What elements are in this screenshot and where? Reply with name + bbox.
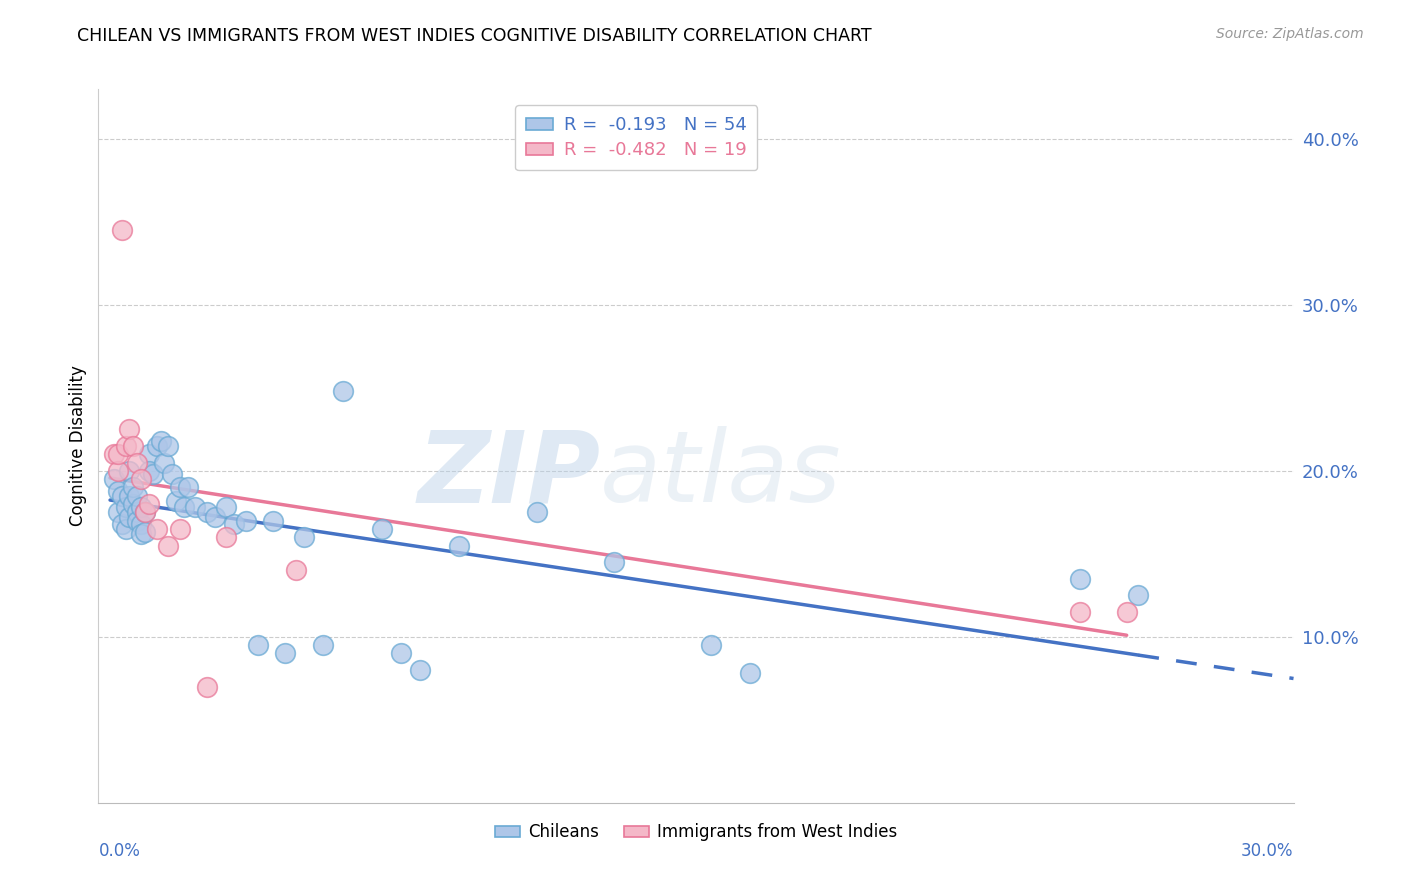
Point [195,505,218,519]
Point [149,434,172,448]
Point [114,522,136,536]
Point [129,500,152,515]
Point [111,489,134,503]
Point [449,539,471,553]
Point [142,467,165,482]
Point [312,638,335,652]
Point [107,483,129,498]
Point [603,555,626,569]
Point [134,505,156,519]
Point [184,500,207,515]
Point [370,522,392,536]
Point [138,464,160,478]
Text: 0.0%: 0.0% [98,842,141,860]
Point [118,510,141,524]
Point [169,522,191,536]
Point [145,522,167,536]
Point [122,481,145,495]
Point [215,530,238,544]
Point [145,439,167,453]
Point [195,680,218,694]
Text: CHILEAN VS IMMIGRANTS FROM WEST INDIES COGNITIVE DISABILITY CORRELATION CHART: CHILEAN VS IMMIGRANTS FROM WEST INDIES C… [77,27,872,45]
Point [118,464,141,478]
Point [246,638,269,652]
Point [118,422,141,436]
Point [111,223,134,237]
Point [204,510,226,524]
Point [224,516,246,531]
Point [134,525,156,540]
Point [114,500,136,515]
Text: ZIP: ZIP [418,426,600,523]
Text: atlas: atlas [600,426,842,523]
Point [332,384,354,399]
Point [129,472,152,486]
Point [103,472,125,486]
Point [1115,605,1137,619]
Point [526,505,548,519]
Point [127,514,149,528]
Point [107,447,129,461]
Point [114,439,136,453]
Point [1069,572,1091,586]
Point [740,666,762,681]
Point [165,493,187,508]
Point [129,516,152,531]
Point [700,638,723,652]
Point [138,447,160,461]
Point [389,647,412,661]
Point [103,447,125,461]
Point [176,481,198,495]
Point [129,527,152,541]
Point [122,497,145,511]
Point [107,505,129,519]
Point [118,489,141,503]
Point [173,500,195,515]
Y-axis label: Cognitive Disability: Cognitive Disability [69,366,87,526]
Point [235,514,257,528]
Point [127,489,149,503]
Point [157,539,180,553]
Point [157,439,180,453]
Point [1069,605,1091,619]
Point [127,456,149,470]
Text: 30.0%: 30.0% [1241,842,1294,860]
Point [138,497,160,511]
Point [160,467,183,482]
Legend: Chileans, Immigrants from West Indies: Chileans, Immigrants from West Indies [488,817,904,848]
Point [111,516,134,531]
Point [134,505,156,519]
Point [262,514,284,528]
Point [292,530,315,544]
Point [285,564,308,578]
Point [215,500,238,515]
Point [273,647,295,661]
Text: Source: ZipAtlas.com: Source: ZipAtlas.com [1216,27,1364,41]
Point [1128,588,1150,602]
Point [122,439,145,453]
Point [153,456,176,470]
Point [169,481,191,495]
Point [127,505,149,519]
Point [409,663,432,677]
Point [107,464,129,478]
